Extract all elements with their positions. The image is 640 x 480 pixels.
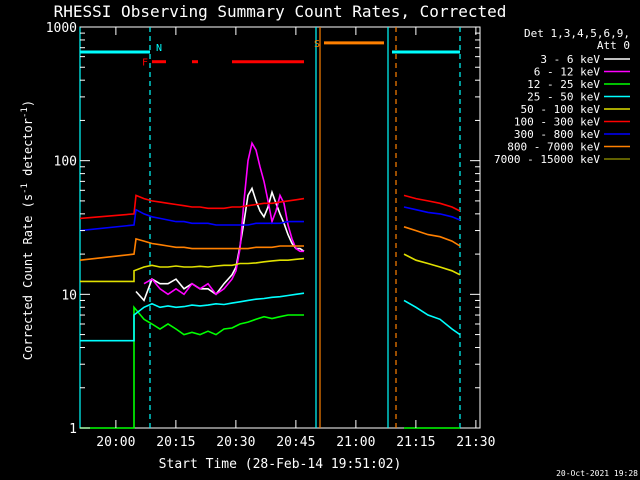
x-tick-label: 20:45: [276, 435, 315, 450]
series-line: [80, 305, 304, 429]
series-line-after-gap: [403, 299, 461, 336]
footer-timestamp: 20-Oct-2021 19:28: [556, 469, 638, 478]
y-axis-label-mid: detector: [21, 118, 35, 183]
series-line: [135, 186, 305, 302]
x-tick-label: 20:30: [216, 435, 255, 450]
y-axis-label-end: ): [21, 100, 35, 107]
state-bar-label: S: [314, 39, 320, 50]
x-tick-label: 20:00: [96, 435, 135, 450]
series-line: [80, 257, 305, 283]
series-line-after-gap: [403, 253, 461, 276]
x-tick-label: 21:30: [456, 435, 495, 450]
vertical-markers: [79, 27, 461, 428]
y-tick-label: 10: [61, 288, 77, 303]
chart-title: RHESSI Observing Summary Count Rates, Co…: [54, 2, 507, 21]
legend-entry-label: 6 - 12 keV: [534, 66, 601, 79]
x-tick-label: 20:15: [156, 435, 195, 450]
legend-entry-label: 12 - 25 keV: [527, 78, 600, 91]
state-bar-label: N: [156, 43, 162, 54]
series-line: [80, 292, 305, 342]
y-tick-label: 1: [69, 422, 77, 437]
series-line: [79, 208, 304, 232]
series-lines: [79, 141, 461, 429]
series-line-after-gap: [403, 206, 461, 221]
legend-entry-label: 800 - 7000 keV: [507, 141, 600, 154]
legend-entry-label: 7000 - 15000 keV: [494, 153, 600, 166]
legend-header: Det 1,3,4,5,6,9,: [524, 27, 630, 40]
x-tick-label: 21:00: [336, 435, 375, 450]
y-axis-label: Corrected Count Rate (s-1 detector-1): [20, 100, 35, 360]
x-ticks: 20:00 20:15 20:30 20:45 21:00 21:15 21:30: [96, 27, 495, 450]
y-tick-label: 100: [54, 155, 77, 170]
y-axis-label-main: Corrected Count Rate (s: [21, 194, 35, 360]
series-line-after-gap: [403, 194, 461, 212]
y-axis-label-sup2: -1: [20, 107, 30, 118]
legend-entry-label: 25 - 50 keV: [527, 91, 600, 104]
series-line-after-gap: [403, 226, 461, 247]
series-line: [143, 141, 304, 296]
state-bar-label: F: [142, 58, 148, 69]
y-ticks: 1 10 100 1000: [46, 21, 480, 437]
legend-entry-label: 300 - 800 keV: [514, 128, 600, 141]
y-tick-label: 1000: [46, 21, 77, 36]
y-axis-label-sup1: -1: [20, 183, 30, 194]
legend-entry-label: 3 - 6 keV: [540, 53, 600, 66]
legend-header: Att 0: [597, 39, 630, 52]
x-axis-label: Start Time (28-Feb-14 19:51:02): [159, 457, 402, 472]
series-line: [79, 194, 305, 220]
legend-entry-label: 50 - 100 keV: [521, 103, 601, 116]
x-tick-label: 21:15: [396, 435, 435, 450]
series-line: [79, 237, 304, 261]
legend-entry-label: 100 - 300 keV: [514, 116, 600, 129]
state-bars: NF S: [80, 39, 460, 69]
